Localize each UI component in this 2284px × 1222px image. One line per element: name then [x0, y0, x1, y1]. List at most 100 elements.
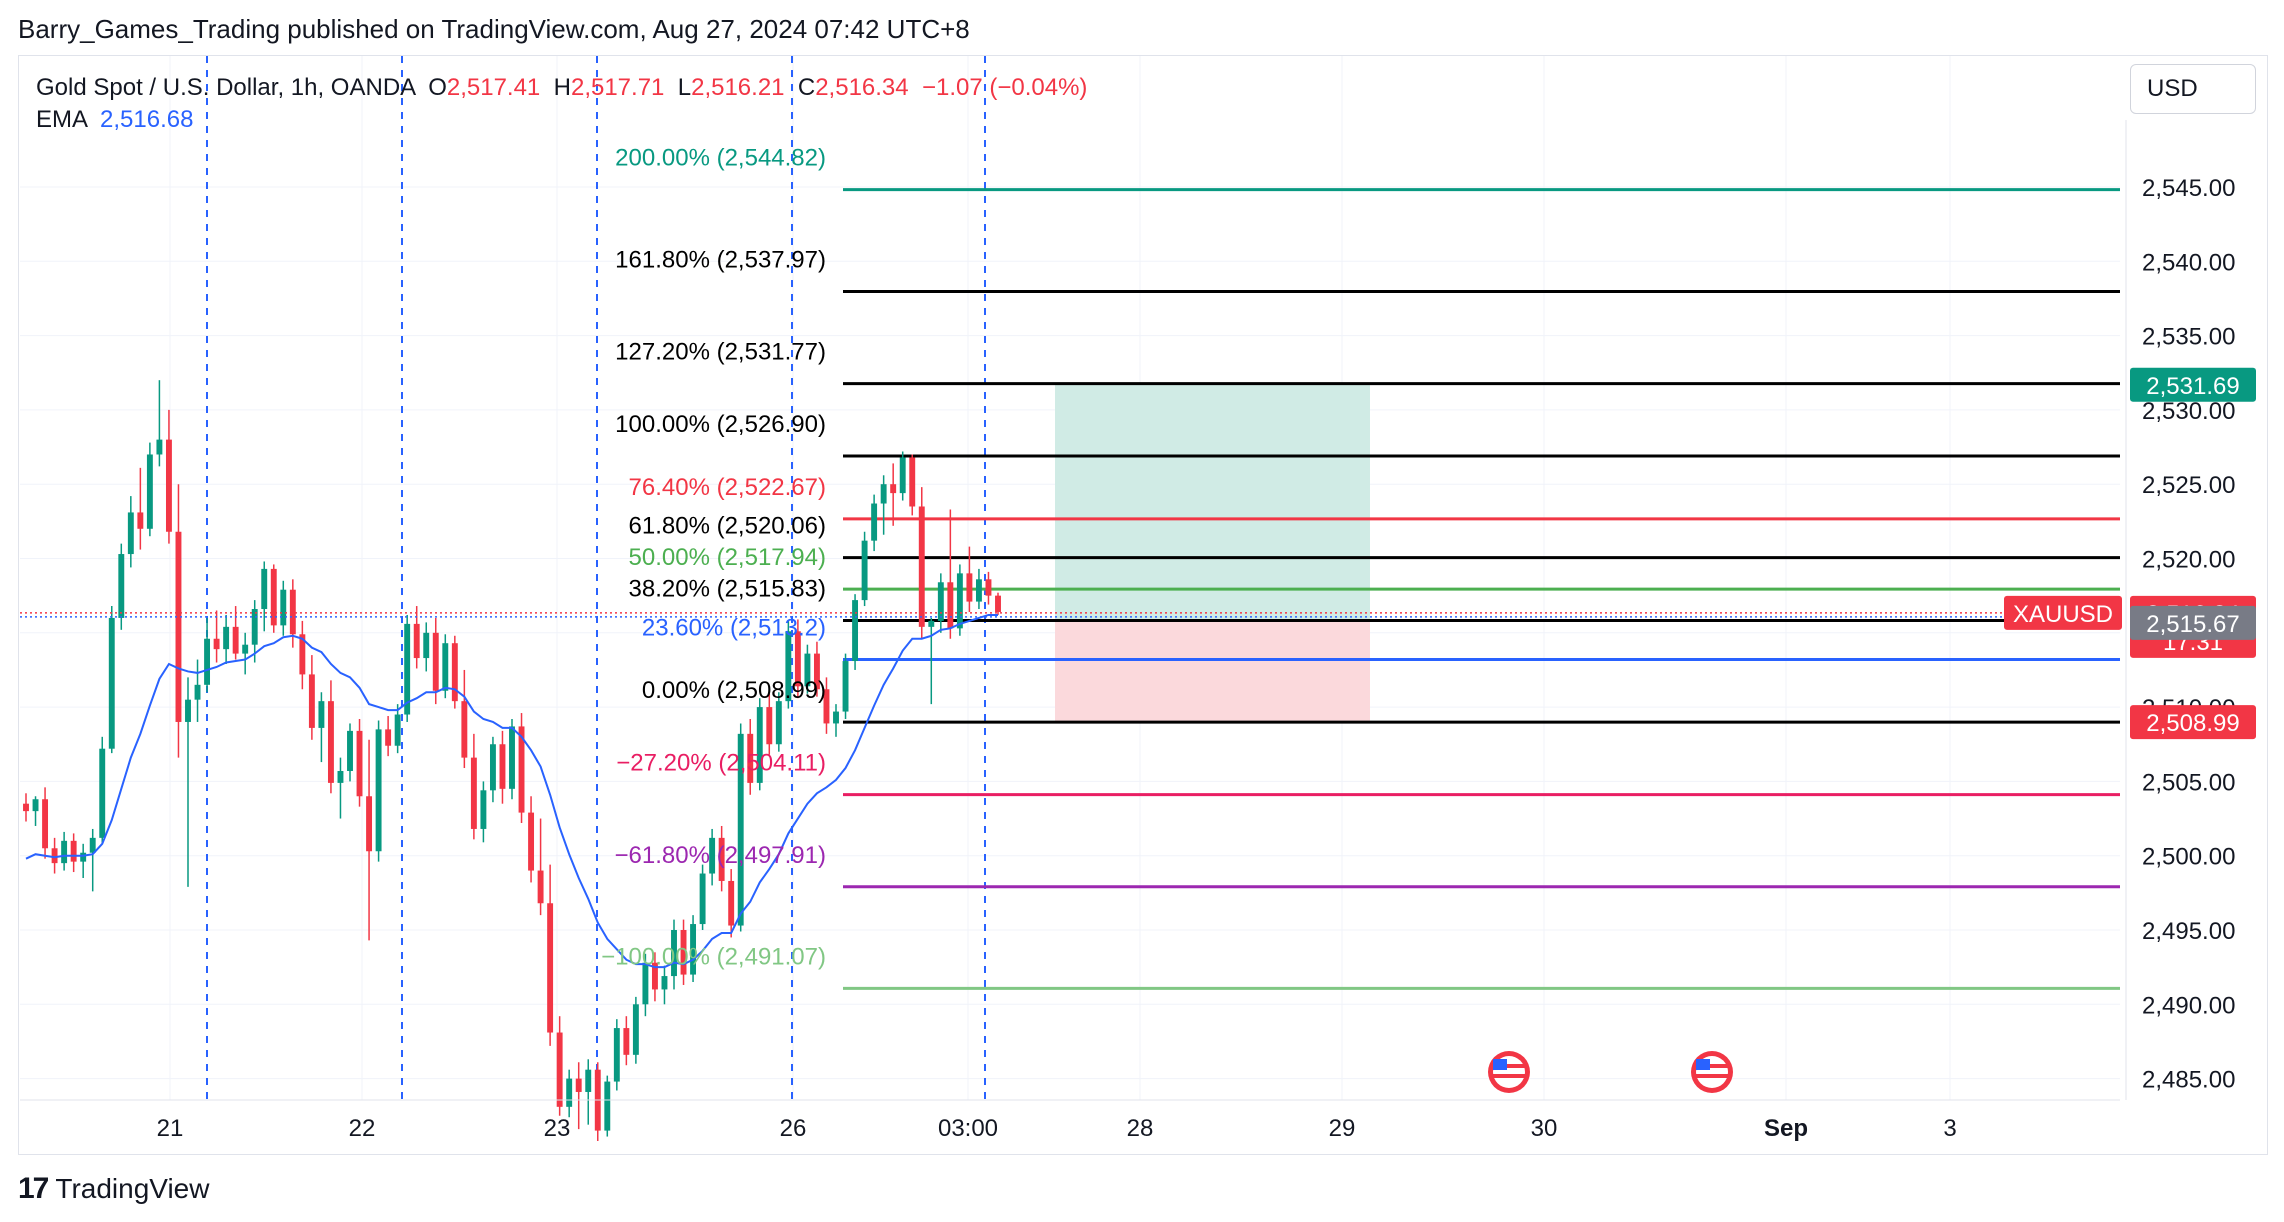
candle-body [146, 454, 153, 529]
candle-body [423, 632, 430, 659]
candle-body [261, 568, 268, 610]
y-tick-label: 2,545.00 [2142, 175, 2235, 202]
stop-zone [1055, 619, 1370, 723]
high-value: 2,517.71 [570, 74, 665, 101]
candle-body [51, 848, 58, 864]
candle-body [185, 699, 191, 722]
fib-label: 100.00% (2,526.90) [615, 411, 826, 438]
candle-body [823, 689, 830, 724]
high-label: H [553, 74, 571, 101]
candle-body [318, 701, 325, 728]
candle-body [566, 1078, 573, 1107]
candle-body [242, 644, 249, 654]
candle-body [32, 799, 39, 812]
x-tick-label: 21 [157, 1115, 184, 1142]
candle-body [347, 730, 353, 771]
us-flag-icon [1488, 1051, 1530, 1093]
y-tick-label: 2,505.00 [2142, 769, 2235, 796]
candle-body [194, 684, 201, 700]
candle-body [728, 880, 735, 926]
candle-body [432, 632, 439, 691]
us-flag-icon [1691, 1051, 1733, 1093]
x-tick-label: 29 [1329, 1115, 1356, 1142]
flag-stripe [1696, 1074, 1728, 1078]
flag-canton [1493, 1059, 1507, 1070]
candle-body [718, 837, 725, 881]
close-label: C [797, 74, 816, 101]
flag-canton [1696, 1059, 1710, 1070]
candle-body [785, 631, 792, 702]
candle-body [813, 653, 820, 690]
candle-body [232, 626, 239, 654]
candle-body [518, 726, 525, 813]
candle-body [966, 573, 973, 602]
price-badge [2130, 605, 2256, 640]
candle-body [623, 1028, 630, 1055]
fib-label: 127.20% (2,531.77) [615, 339, 826, 366]
candle-body [604, 1081, 611, 1131]
candle-body [289, 589, 296, 635]
fib-label: 161.80% (2,537.97) [615, 246, 826, 273]
candle-body [442, 643, 449, 691]
candle-body [394, 714, 401, 746]
candle-body [632, 1004, 639, 1055]
price-badges: XAUUSD2,531.692,516.3417:312,515.672,508… [2004, 367, 2256, 740]
candle-body [366, 796, 373, 852]
candle-body [89, 837, 96, 853]
candle-body [470, 757, 477, 829]
price-lines [20, 612, 2120, 618]
symbol-title: Gold Spot / U.S. Dollar, 1h, OANDA [36, 74, 415, 101]
candle-body [385, 729, 392, 746]
tradingview-logo-icon: 17 [18, 1172, 49, 1205]
candle-body [270, 568, 277, 626]
candle-body [80, 852, 87, 862]
brand-name: TradingView [55, 1173, 210, 1204]
candle-body [165, 439, 172, 532]
candle-body [99, 748, 106, 838]
candle-body [585, 1069, 592, 1092]
candle-body [928, 620, 935, 627]
fib-label: 200.00% (2,544.82) [615, 145, 826, 172]
candle-body [842, 661, 849, 712]
y-tick-label: 2,495.00 [2142, 918, 2235, 945]
candle-body [223, 626, 230, 650]
target-zone [1055, 384, 1370, 620]
x-tick-label: 30 [1531, 1115, 1558, 1142]
candle-body [575, 1078, 582, 1092]
chart-frame [18, 55, 2268, 1155]
candle-body [852, 600, 859, 662]
candle-body [213, 638, 220, 650]
y-tick-label: 2,500.00 [2142, 844, 2235, 871]
candle-body [204, 638, 211, 685]
symbol-tag-label: XAUUSD [2013, 601, 2113, 628]
fib-label: −61.80% (2,497.91) [615, 842, 827, 869]
candle-body [251, 609, 258, 645]
candle-body [299, 634, 306, 675]
candle-body [499, 744, 506, 789]
fib-label: 38.20% (2,515.83) [629, 575, 826, 602]
y-tick-label: 2,530.00 [2142, 398, 2235, 425]
candle-body [871, 503, 878, 541]
candle-body [556, 1032, 563, 1107]
y-tick-label: 2,490.00 [2142, 992, 2235, 1019]
candle-body [671, 930, 677, 977]
candle-body [413, 623, 420, 659]
candle-body [747, 733, 754, 783]
y-tick-label: 2,485.00 [2142, 1067, 2235, 1094]
candle-body [480, 790, 487, 829]
price-badge-label: 2,508.99 [2146, 710, 2239, 737]
fib-label: 76.40% (2,522.67) [629, 474, 826, 501]
fib-label: 61.80% (2,520.06) [629, 513, 826, 540]
candle-body [995, 595, 1001, 612]
candle-body [308, 674, 315, 728]
price-badge-label: 2,531.69 [2146, 373, 2239, 400]
candle-body [509, 726, 515, 789]
fib-label: −100.00% (2,491.07) [601, 943, 826, 970]
currency-button[interactable]: USD [2130, 64, 2256, 114]
change-value: −1.07 (−0.04%) [921, 74, 1088, 101]
candle-body [528, 812, 535, 871]
candle-body [890, 484, 897, 494]
x-tick-label: 03:00 [938, 1115, 998, 1142]
flag-stripe [1493, 1074, 1525, 1078]
